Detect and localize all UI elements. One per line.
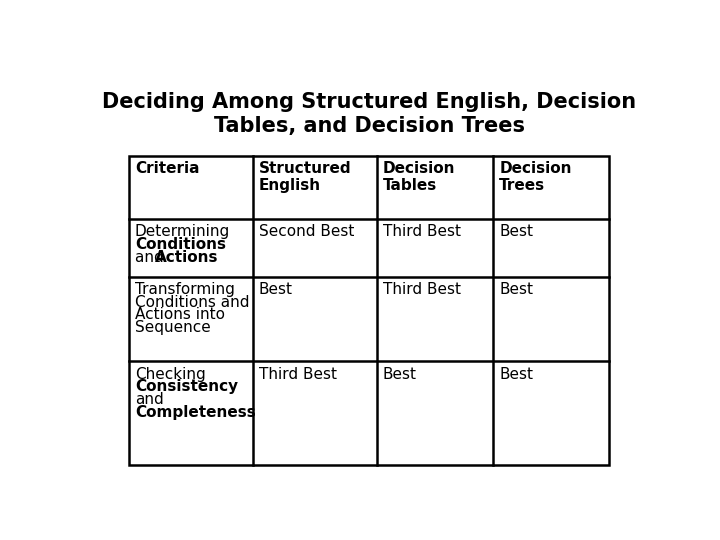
Text: Conditions: Conditions [135,237,226,252]
Text: Tables, and Decision Trees: Tables, and Decision Trees [214,117,524,137]
Text: Actions into: Actions into [135,307,225,322]
Text: Transforming: Transforming [135,282,235,297]
Text: Third Best: Third Best [259,367,337,382]
Text: Completeness: Completeness [135,405,256,420]
Text: Structured
English: Structured English [259,161,351,193]
Bar [129,156,609,465]
Text: Determining: Determining [135,224,230,239]
Text: and: and [135,392,163,407]
Text: Deciding Among Structured English, Decision: Deciding Among Structured English, Decis… [102,92,636,112]
Text: Third Best: Third Best [383,282,461,297]
Text: Decision
Tables: Decision Tables [383,161,456,193]
Text: Actions: Actions [156,249,219,265]
Text: Second Best: Second Best [259,224,354,239]
Text: Criteria: Criteria [135,161,199,176]
Text: Checking: Checking [135,367,206,382]
Text: Best: Best [499,282,534,297]
Text: and: and [135,249,168,265]
Text: Third Best: Third Best [383,224,461,239]
Text: Best: Best [499,367,534,382]
Text: Sequence: Sequence [135,320,211,335]
Text: Best: Best [383,367,417,382]
Text: Best: Best [499,224,534,239]
Text: Consistency: Consistency [135,379,238,394]
Text: Conditions and: Conditions and [135,295,249,309]
Text: Best: Best [259,282,293,297]
Text: Decision
Trees: Decision Trees [499,161,572,193]
